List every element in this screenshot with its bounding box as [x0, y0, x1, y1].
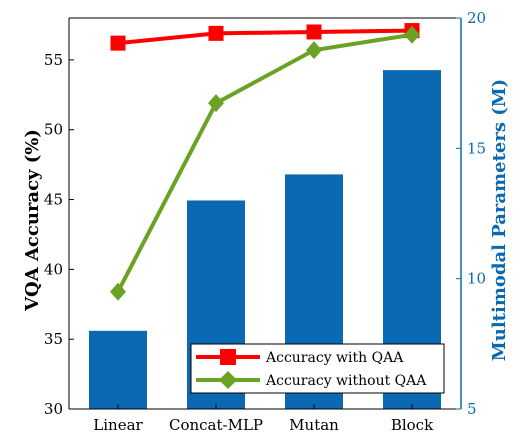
point-without-qaa-block: [404, 25, 420, 44]
x-label-block: Block: [391, 416, 434, 434]
legend-marker-without-qaa: [219, 371, 237, 389]
legend: Accuracy with QAA Accuracy without QAA: [190, 343, 445, 394]
y-axis-left-title: VQA Accuracy (%): [22, 129, 43, 312]
tick-label-left-50: 50: [44, 121, 63, 139]
tick-label-left-45: 45: [44, 191, 63, 209]
tick-label-right-10: 10: [467, 270, 486, 288]
bar-linear: [89, 330, 147, 409]
point-with-qaa-concat-mlp: [208, 25, 224, 41]
tick-label-right-5: 5: [467, 400, 477, 418]
tick-label-left-55: 55: [44, 51, 63, 69]
tick-label-right-20: 20: [467, 9, 486, 27]
tick-label-left-30: 30: [44, 400, 63, 418]
point-without-qaa-concat-mlp: [208, 94, 224, 113]
lines-layer: [110, 23, 420, 301]
point-with-qaa-mutan: [306, 24, 322, 40]
point-without-qaa-linear: [110, 282, 126, 301]
tick-label-left-35: 35: [44, 330, 63, 348]
x-label-mutan: Mutan: [289, 416, 339, 434]
y-axis-right-title: Multimodal Parameters (M): [489, 79, 510, 361]
legend-marker-with-qaa: [220, 349, 236, 365]
x-label-linear: Linear: [93, 416, 143, 434]
tick-label-right-15: 15: [467, 139, 486, 157]
series-line-with-qaa: [117, 28, 413, 46]
legend-label-without-qaa: Accuracy without QAA: [265, 373, 427, 389]
point-with-qaa-linear: [110, 35, 126, 51]
point-without-qaa-mutan: [306, 41, 322, 60]
tick-label-left-40: 40: [44, 260, 63, 278]
x-label-concat-mlp: Concat-MLP: [169, 416, 263, 434]
legend-label-with-qaa: Accuracy with QAA: [265, 350, 404, 366]
series-line-without-qaa: [116, 32, 413, 293]
